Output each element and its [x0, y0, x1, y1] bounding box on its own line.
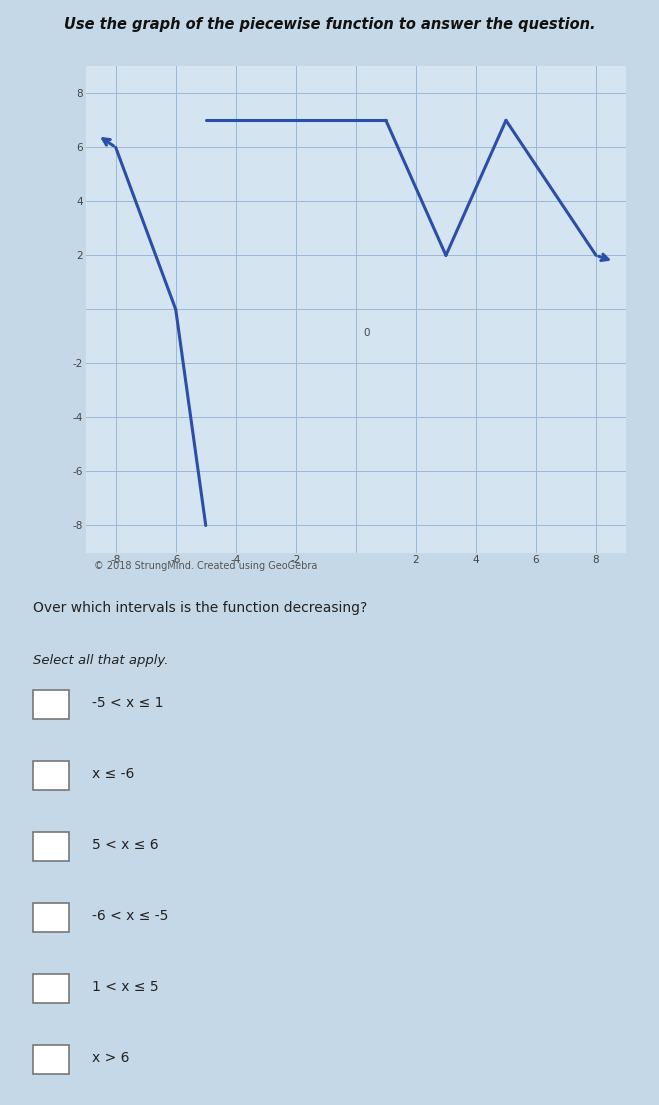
Bar: [33, 903, 69, 932]
Text: x ≤ -6: x ≤ -6: [92, 767, 134, 781]
Text: x > 6: x > 6: [92, 1051, 130, 1065]
Bar: [33, 832, 69, 861]
Text: Over which intervals is the function decreasing?: Over which intervals is the function dec…: [33, 601, 367, 615]
Text: 1 < x ≤ 5: 1 < x ≤ 5: [92, 980, 159, 993]
Text: Select all that apply.: Select all that apply.: [33, 653, 169, 666]
Bar: [33, 761, 69, 790]
Text: 5 < x ≤ 6: 5 < x ≤ 6: [92, 839, 159, 852]
Text: Use the graph of the piecewise function to answer the question.: Use the graph of the piecewise function …: [64, 18, 595, 32]
Text: © 2018 StrungMind. Created using GeoGebra: © 2018 StrungMind. Created using GeoGebr…: [94, 561, 317, 571]
Text: 0: 0: [363, 328, 370, 338]
Bar: [33, 691, 69, 719]
Bar: [33, 1044, 69, 1074]
Text: -5 < x ≤ 1: -5 < x ≤ 1: [92, 696, 163, 711]
Bar: [33, 974, 69, 1002]
Text: -6 < x ≤ -5: -6 < x ≤ -5: [92, 909, 169, 923]
